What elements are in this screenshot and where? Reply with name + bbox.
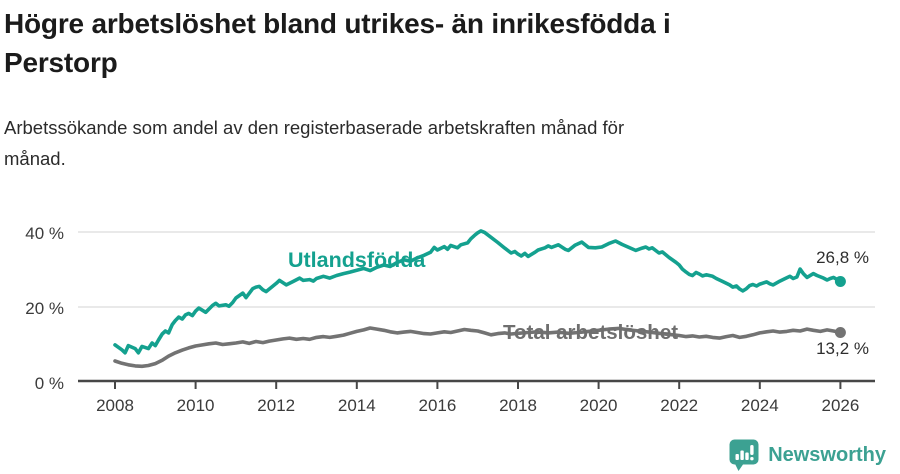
title-line-1: Högre arbetslöshet bland utrikes- än inr… [4,8,671,39]
series-label-total: Total arbetslöshet [503,321,678,344]
end-dot-utlandsfodda [834,276,846,287]
x-tick-2008: 2008 [96,396,134,415]
y-tick-40: 40 % [25,224,64,243]
x-tick-2022: 2022 [660,396,698,415]
x-tick-2026: 2026 [821,396,859,415]
x-tick-2024: 2024 [741,396,779,415]
end-dot-total [834,327,846,338]
line-total-arbetsloshet [113,326,843,369]
chart-subtitle: Arbetssökande som andel av den registerb… [4,112,864,174]
x-tick-2014: 2014 [338,396,376,415]
y-tick-0: 0 % [35,374,64,393]
x-tick-2010: 2010 [177,396,215,415]
end-value-utlandsfodda: 26,8 % [816,248,869,267]
series-label-utlandsfodda: Utlandsfödda [288,248,426,272]
x-tick-2018: 2018 [499,396,537,415]
end-value-total: 13,2 % [816,339,869,358]
page-title: Högre arbetslöshet bland utrikes- än inr… [4,4,884,82]
x-tick-2016: 2016 [418,396,456,415]
x-tick-2020: 2020 [580,396,618,415]
brand-footer: Newsworthy [728,438,886,472]
subtitle-line-1: Arbetssökande som andel av den registerb… [4,117,625,138]
subtitle-line-2: månad. [4,148,66,169]
x-tick-2012: 2012 [257,396,295,415]
newsworthy-logo-icon [729,439,759,471]
title-line-2: Perstorp [4,47,118,78]
y-tick-20: 20 % [25,299,64,318]
line-utlandsfodda [113,229,843,355]
brand-name: Newsworthy [768,443,886,466]
